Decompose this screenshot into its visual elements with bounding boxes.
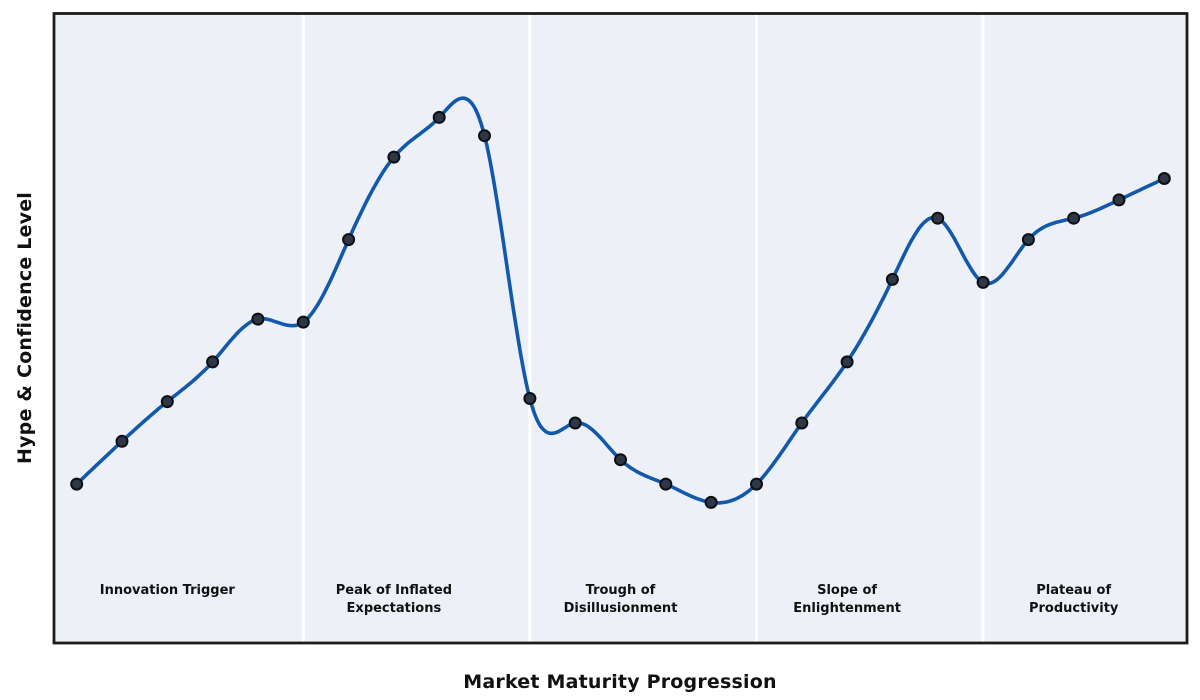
data-point-marker [342,233,356,247]
y-axis-label: Hype & Confidence Level [14,191,36,465]
data-point-marker [840,355,854,369]
data-point-marker [795,416,809,430]
data-point-marker [750,477,763,491]
data-point-marker [478,129,491,143]
x-axis-label: Market Maturity Progression [463,671,777,693]
data-point-marker [885,272,899,286]
data-point-marker [387,150,401,164]
data-point-marker [206,355,220,369]
phase-label-trough-of-disillusionment: Trough of Disillusionment [563,583,678,616]
data-point-marker [251,312,265,326]
phase-label-plateau-of-productivity: Plateau of Productivity [1028,583,1119,616]
data-point-marker [160,395,174,409]
data-point-marker [523,392,537,405]
plot-background [54,13,1187,643]
data-point-marker [1157,172,1171,185]
data-point-marker [70,477,84,491]
data-point-marker [704,495,718,509]
data-point-marker [976,275,990,289]
data-point-marker [659,477,673,491]
phase-label-innovation-trigger: Innovation Trigger [99,583,235,598]
data-point-marker [1067,211,1081,225]
data-point-marker [568,416,582,430]
data-point-marker [296,315,310,329]
plot-border [52,12,1189,645]
data-point-marker [614,453,627,467]
phase-label-peak-of-inflated-expectations: Peak of Inflated Expectations [335,583,453,616]
data-point-marker [1112,193,1126,207]
data-point-marker [931,211,945,225]
data-point-marker [432,110,446,124]
data-point-marker [115,434,129,448]
phase-label-slope-of-enlightenment: Slope of Enlightenment [793,583,901,616]
data-point-marker [1021,233,1035,247]
